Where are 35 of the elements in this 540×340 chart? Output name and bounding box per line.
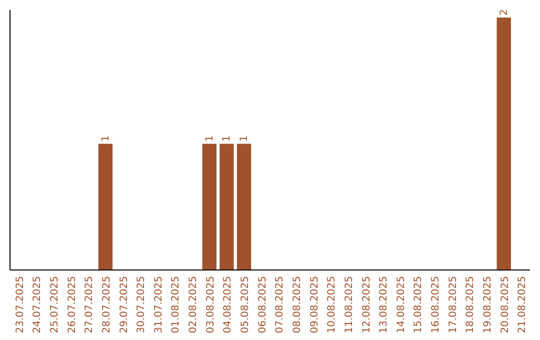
x-tick-label: 26.07.2025 bbox=[66, 276, 78, 334]
x-tick-label: 08.08.2025 bbox=[292, 276, 303, 334]
data-label: 2 bbox=[498, 9, 510, 16]
x-tick-label: 29.07.2025 bbox=[118, 276, 130, 334]
x-tick-label: 02.08.2025 bbox=[188, 276, 200, 334]
x-tick-label: 27.07.2025 bbox=[84, 276, 96, 334]
x-tick-label: 11.08.2025 bbox=[344, 276, 355, 334]
x-tick-label: 05.08.2025 bbox=[240, 276, 252, 334]
x-tick-label: 01.08.2025 bbox=[170, 276, 182, 334]
x-tick-label: 04.08.2025 bbox=[222, 276, 234, 334]
x-tick-label: 06.08.2025 bbox=[257, 276, 268, 334]
x-tick-label: 28.07.2025 bbox=[101, 276, 112, 334]
x-tick-label: 09.08.2025 bbox=[309, 276, 320, 334]
x-tick-label: 14.08.2025 bbox=[396, 276, 407, 334]
x-tick-label: 03.08.2025 bbox=[205, 276, 216, 334]
x-tick-label: 18.08.2025 bbox=[465, 276, 476, 334]
x-tick-label: 13.08.2025 bbox=[378, 276, 390, 334]
data-label: 1 bbox=[100, 135, 112, 142]
data-label: 1 bbox=[204, 135, 216, 142]
x-tick-label: 23.07.2025 bbox=[14, 276, 26, 334]
x-tick-label: 19.08.2025 bbox=[482, 276, 494, 334]
x-tick-label: 17.08.2025 bbox=[448, 276, 459, 334]
x-tick-label: 20.08.2025 bbox=[500, 276, 511, 334]
x-tick-label: 07.08.2025 bbox=[274, 276, 286, 334]
x-tick-label: 30.07.2025 bbox=[136, 276, 148, 334]
x-tick-label: 25.07.2025 bbox=[49, 276, 60, 334]
x-tick-label: 16.08.2025 bbox=[430, 276, 442, 334]
x-tick-label: 21.08.2025 bbox=[517, 276, 528, 334]
x-tick-label: 24.07.2025 bbox=[32, 276, 44, 334]
x-tick-label: 31.07.2025 bbox=[153, 276, 164, 334]
data-label: 1 bbox=[222, 135, 233, 142]
x-tick-label: 10.08.2025 bbox=[326, 276, 338, 334]
x-tick-label: 12.08.2025 bbox=[361, 276, 372, 334]
x-tick-label: 15.08.2025 bbox=[413, 276, 424, 334]
data-label: 1 bbox=[239, 135, 250, 142]
